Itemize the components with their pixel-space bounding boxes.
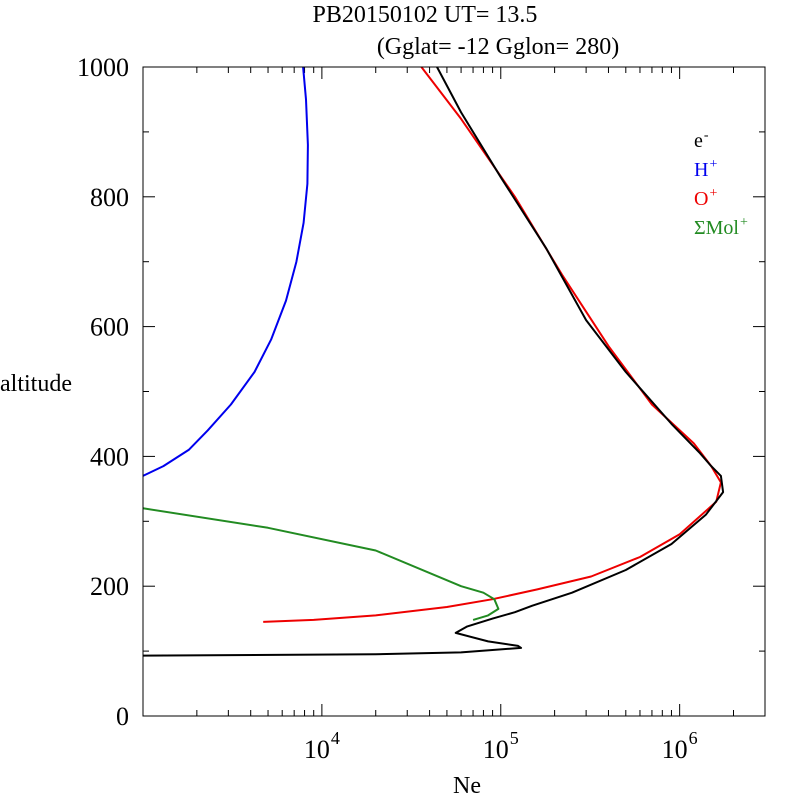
x-tick-labels: 10 4 10 5 10 6 <box>304 728 698 764</box>
series-line-mol <box>142 507 500 621</box>
legend-label-molecular: ΣMol <box>694 217 739 239</box>
x-tick-label-exponent: 5 <box>510 728 519 748</box>
chart-title-line2: (Gglat= -12 Gglon= 280) <box>377 34 619 60</box>
chart-title-line1: PB20150102 UT= 13.5 <box>313 2 538 28</box>
y-axis-label: altitude <box>0 371 72 397</box>
series-line-o <box>263 66 722 623</box>
legend-label-hydrogen: H <box>694 159 708 181</box>
legend-label-electrons: e <box>694 130 703 152</box>
legend-label-superscript: + <box>709 186 717 201</box>
x-tick-label-exponent: 4 <box>331 728 340 748</box>
legend-label-superscript: - <box>704 128 709 143</box>
x-tick-label: 10 <box>304 735 330 764</box>
y-tick-label: 0 <box>116 702 129 731</box>
y-tick-label: 800 <box>90 183 129 212</box>
plot-frame <box>142 66 766 717</box>
x-tick-label: 10 <box>662 735 688 764</box>
y-tick-labels: 0 200 400 600 800 1000 <box>77 53 129 731</box>
series-line-h <box>142 66 309 477</box>
x-tick-label: 10 <box>483 735 509 764</box>
legend-label-oxygen: O <box>694 188 708 210</box>
axis-ticks <box>142 66 766 717</box>
legend-label-superscript: + <box>709 157 717 172</box>
plot-area <box>142 66 725 657</box>
y-tick-label: 600 <box>90 313 129 342</box>
y-tick-label: 400 <box>90 442 129 471</box>
x-tick-label-exponent: 6 <box>689 728 698 748</box>
x-axis-label: Ne <box>453 773 481 796</box>
series-line-e <box>142 66 725 657</box>
y-tick-label: 200 <box>90 572 129 601</box>
legend: e -H +O +ΣMol + <box>694 128 748 239</box>
y-tick-label: 1000 <box>77 53 129 82</box>
legend-label-superscript: + <box>740 215 748 230</box>
